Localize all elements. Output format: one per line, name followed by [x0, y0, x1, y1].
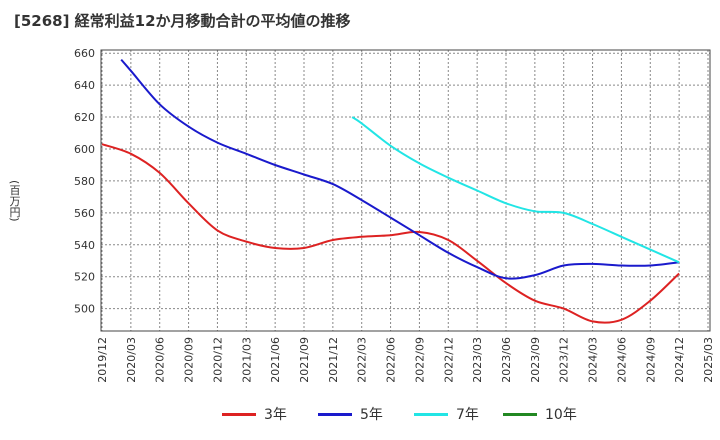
y-tick-label: 640 — [74, 79, 95, 92]
x-tick-label: 2024/06 — [615, 337, 628, 383]
y-tick-label: 520 — [74, 271, 95, 284]
series-lines — [101, 58, 680, 324]
x-tick-label: 2025/03 — [702, 337, 715, 383]
legend-item: 5年 — [318, 402, 383, 426]
legend-swatch — [414, 412, 448, 416]
legend-item: 10年 — [503, 402, 577, 426]
y-tick-label: 660 — [74, 47, 95, 60]
chart-title: [5268] 経常利益12か月移動合計の平均値の推移 — [14, 12, 351, 30]
legend-item: 3年 — [222, 402, 287, 426]
x-tick-label: 2020/03 — [125, 337, 138, 383]
x-tick-label: 2022/06 — [385, 337, 398, 383]
plot-frame — [100, 49, 711, 332]
x-tick-label: 2023/03 — [471, 337, 484, 383]
x-tick-label: 2022/12 — [442, 337, 455, 383]
x-tick-label: 2021/03 — [240, 337, 253, 383]
y-tick-label: 580 — [74, 175, 95, 188]
x-tick-label: 2020/09 — [183, 337, 196, 383]
legend-label: 3年 — [264, 407, 287, 423]
series-line-0 — [101, 143, 680, 324]
legend: 3年 5年 7年 10年 — [0, 402, 720, 426]
x-tick-label: 2023/06 — [500, 337, 513, 383]
x-tick-label: 2022/03 — [356, 337, 369, 383]
y-tick-label: 500 — [74, 303, 95, 316]
x-tick-label: 2021/06 — [269, 337, 282, 383]
x-tick-label: 2023/09 — [529, 337, 542, 383]
x-tick-label: 2020/06 — [154, 337, 167, 383]
y-tick-label: 560 — [74, 207, 95, 220]
x-tick-label: 2024/12 — [673, 337, 686, 383]
x-tick-labels: 2019/12 2020/03 2020/06 2020/09 2020/12 2021/… — [96, 337, 715, 383]
legend-label: 10年 — [545, 407, 577, 423]
legend-swatch — [222, 412, 256, 416]
x-tick-label: 2020/12 — [211, 337, 224, 383]
y-tick-label: 600 — [74, 143, 95, 156]
legend-label: 7年 — [456, 407, 479, 423]
x-tick-label: 2023/12 — [558, 337, 571, 383]
plot-background — [101, 50, 710, 331]
y-tick-label: 540 — [74, 239, 95, 252]
x-tick-label: 2022/09 — [413, 337, 426, 383]
x-tick-label: 2024/09 — [644, 337, 657, 383]
y-tick-labels: 500 520 540 560 580 600 620 640 660 — [74, 47, 95, 315]
line-chart: 500 520 540 560 580 600 620 640 660 2019/12 2020/… — [74, 47, 715, 383]
x-tick-label: 2021/12 — [327, 337, 340, 383]
series-line-1 — [120, 58, 680, 280]
x-tick-label: 2021/09 — [298, 337, 311, 383]
series-line-2 — [351, 116, 680, 264]
legend-swatch — [503, 412, 537, 416]
x-tick-label: 2024/03 — [587, 337, 600, 383]
x-tick-label: 2019/12 — [96, 337, 109, 383]
y-tick-label: 620 — [74, 111, 95, 124]
legend-label: 5年 — [360, 407, 383, 423]
legend-item: 7年 — [414, 402, 479, 426]
legend-swatch — [318, 412, 352, 416]
y-axis-label: (百万円) — [8, 180, 21, 222]
